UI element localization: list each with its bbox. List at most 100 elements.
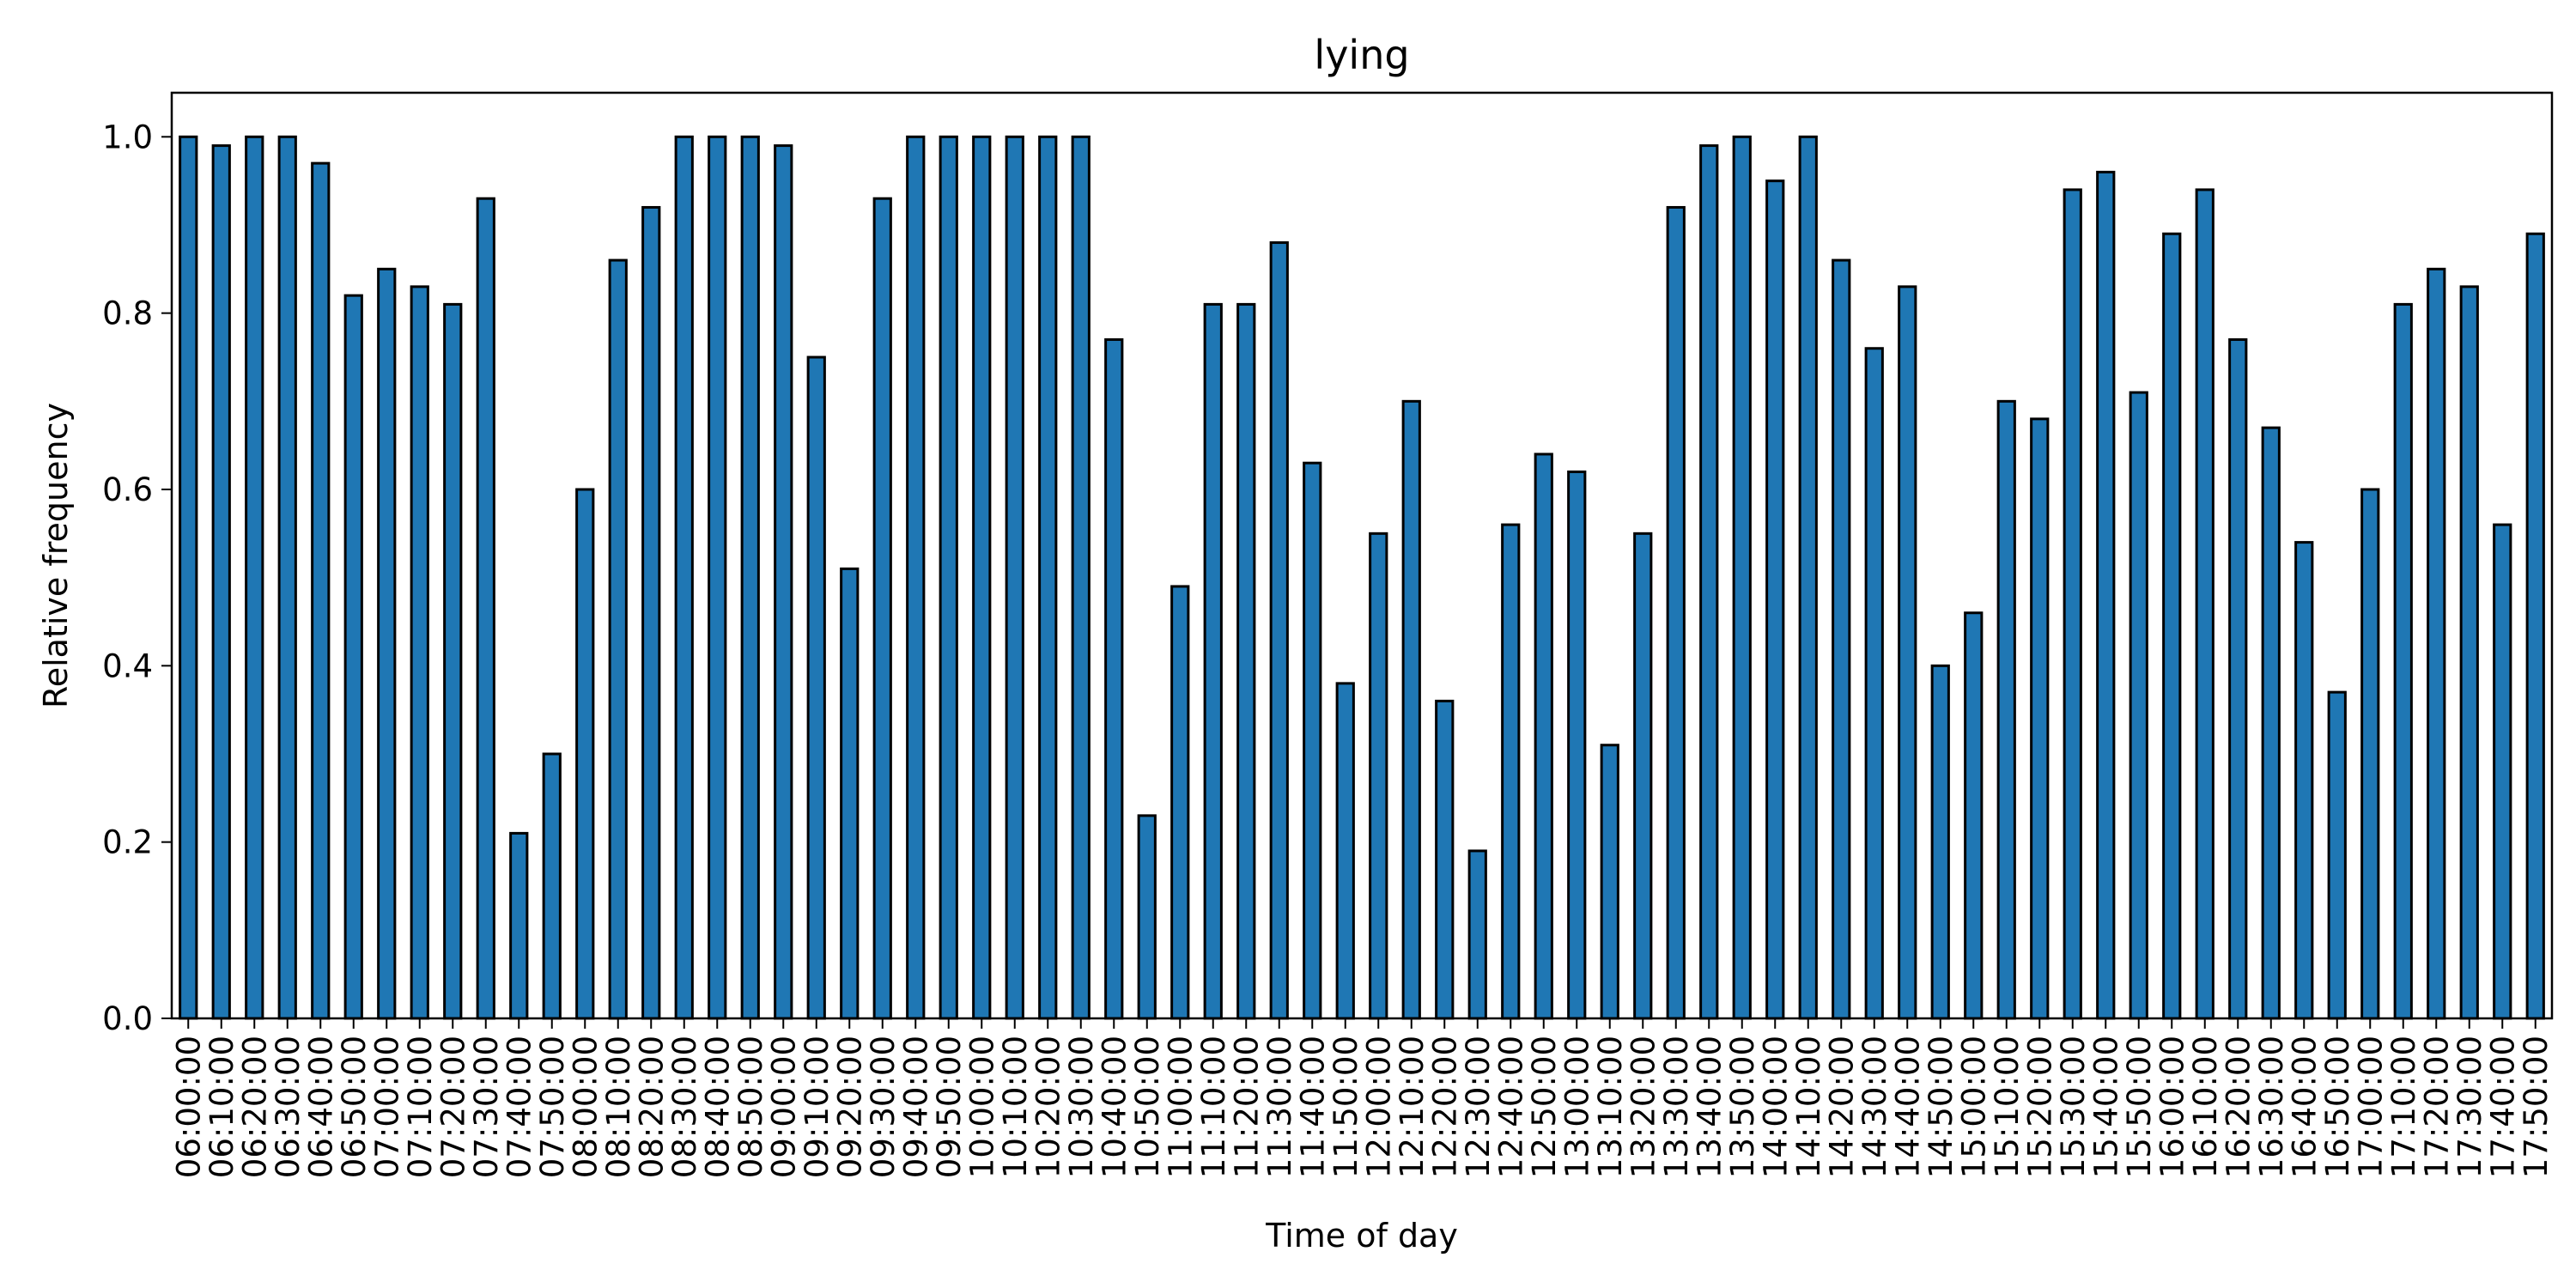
- x-tick-label: 15:00:00: [1955, 1036, 1992, 1178]
- x-tick-label: 12:50:00: [1526, 1036, 1563, 1178]
- bar-17:10:00: [2393, 302, 2413, 1020]
- x-tick-label: 14:40:00: [1889, 1036, 1926, 1178]
- bar-10:50:00: [1137, 814, 1157, 1020]
- x-tick-label: 13:00:00: [1558, 1036, 1595, 1178]
- bar-16:40:00: [2294, 541, 2314, 1020]
- x-tick-label: 07:10:00: [402, 1036, 439, 1178]
- x-tick-label: 09:10:00: [799, 1036, 835, 1178]
- y-tick-label: 0.0: [102, 1000, 153, 1037]
- y-tick-label: 0.2: [102, 824, 153, 861]
- bar-14:30:00: [1864, 347, 1884, 1020]
- x-tick-label: 15:10:00: [1989, 1036, 2026, 1178]
- x-tick-label: 10:10:00: [997, 1036, 1034, 1178]
- bar-13:30:00: [1666, 205, 1686, 1020]
- bar-15:40:00: [2096, 170, 2116, 1020]
- x-tick-label: 17:00:00: [2352, 1036, 2389, 1178]
- bar-16:00:00: [2162, 232, 2182, 1020]
- bar-08:10:00: [608, 258, 628, 1020]
- x-tick-label: 06:10:00: [204, 1036, 240, 1178]
- bar-07:00:00: [377, 267, 397, 1020]
- bar-13:50:00: [1732, 135, 1752, 1020]
- x-tick-label: 11:00:00: [1162, 1036, 1199, 1178]
- x-tick-label: 06:50:00: [336, 1036, 373, 1178]
- x-tick-label: 14:00:00: [1757, 1036, 1794, 1178]
- bar-12:40:00: [1501, 523, 1521, 1020]
- x-tick-label: 07:30:00: [468, 1036, 505, 1178]
- bar-07:30:00: [476, 197, 495, 1020]
- x-tick-label: 08:30:00: [666, 1036, 703, 1178]
- bar-10:10:00: [1005, 135, 1024, 1020]
- bars-group: [179, 135, 2545, 1020]
- x-tick-label: 07:50:00: [534, 1036, 571, 1178]
- x-tick-label: 17:30:00: [2451, 1036, 2488, 1178]
- x-tick-label: 14:20:00: [1823, 1036, 1860, 1178]
- bar-09:50:00: [939, 135, 958, 1020]
- bar-12:00:00: [1369, 532, 1388, 1020]
- x-tick-label: 16:50:00: [2319, 1036, 2356, 1178]
- plot-frame: [170, 91, 2554, 1020]
- x-tick-label: 17:20:00: [2418, 1036, 2455, 1178]
- bar-15:20:00: [2030, 417, 2050, 1020]
- x-tick-label: 12:20:00: [1426, 1036, 1463, 1178]
- bar-11:40:00: [1303, 461, 1322, 1020]
- x-tick-label: 16:40:00: [2286, 1036, 2323, 1178]
- bar-17:40:00: [2493, 523, 2512, 1020]
- bar-06:00:00: [179, 135, 198, 1020]
- x-tick-label: 17:40:00: [2484, 1036, 2521, 1178]
- bar-08:30:00: [674, 135, 694, 1020]
- x-tick-label: 17:50:00: [2518, 1036, 2555, 1178]
- bar-16:20:00: [2228, 337, 2248, 1020]
- x-tick-label: 12:00:00: [1360, 1036, 1397, 1178]
- x-tick-label: 10:40:00: [1096, 1036, 1133, 1178]
- bar-12:50:00: [1534, 453, 1553, 1020]
- bar-14:00:00: [1765, 179, 1785, 1020]
- x-tick-label: 13:30:00: [1658, 1036, 1695, 1178]
- bar-17:30:00: [2459, 285, 2479, 1020]
- bar-11:30:00: [1269, 241, 1289, 1020]
- x-tick-label: 09:40:00: [897, 1036, 934, 1178]
- bar-13:10:00: [1600, 744, 1619, 1020]
- x-tick-label: 09:00:00: [765, 1036, 802, 1178]
- bar-16:30:00: [2261, 426, 2281, 1020]
- bar-16:10:00: [2195, 188, 2215, 1020]
- x-tick-label: 07:00:00: [368, 1036, 405, 1178]
- bar-14:20:00: [1832, 258, 1851, 1020]
- x-tick-label: 16:10:00: [2187, 1036, 2224, 1178]
- bar-09:00:00: [774, 144, 793, 1020]
- x-tick-label: 11:20:00: [1228, 1036, 1265, 1178]
- bar-10:00:00: [972, 135, 992, 1020]
- x-tick-label: 13:10:00: [1592, 1036, 1629, 1178]
- x-tick-label: 15:50:00: [2121, 1036, 2158, 1178]
- x-tick-label: 12:10:00: [1394, 1036, 1431, 1178]
- x-tick-label: 08:50:00: [732, 1036, 769, 1178]
- x-tick-label: 06:40:00: [302, 1036, 339, 1178]
- x-tick-label: 15:40:00: [2087, 1036, 2124, 1178]
- x-tick-label: 14:50:00: [1923, 1036, 1959, 1178]
- bar-07:50:00: [542, 752, 562, 1020]
- x-tick-label: 12:30:00: [1460, 1036, 1497, 1178]
- bar-06:50:00: [343, 294, 363, 1020]
- bar-09:20:00: [840, 567, 860, 1020]
- bar-15:50:00: [2129, 391, 2148, 1020]
- x-tick-label: 06:20:00: [236, 1036, 273, 1178]
- bar-12:30:00: [1467, 849, 1487, 1020]
- bar-11:20:00: [1236, 302, 1256, 1020]
- bar-17:20:00: [2427, 267, 2446, 1020]
- x-tick-label: 11:10:00: [1195, 1036, 1232, 1178]
- bar-11:00:00: [1170, 585, 1190, 1020]
- x-tick-label: 16:20:00: [2220, 1036, 2257, 1178]
- bar-07:40:00: [509, 831, 529, 1020]
- x-tick-label: 08:00:00: [567, 1036, 604, 1178]
- bar-11:10:00: [1203, 302, 1223, 1020]
- bar-13:20:00: [1633, 532, 1653, 1020]
- x-tick-label: 10:30:00: [1063, 1036, 1100, 1178]
- bar-09:10:00: [806, 355, 826, 1020]
- x-tick-label: 08:40:00: [699, 1036, 736, 1178]
- bar-08:40:00: [708, 135, 727, 1020]
- bar-08:20:00: [641, 205, 661, 1020]
- bar-17:00:00: [2360, 488, 2380, 1020]
- bar-06:20:00: [245, 135, 264, 1020]
- x-tick-label: 11:50:00: [1327, 1036, 1364, 1178]
- bar-09:30:00: [872, 197, 892, 1020]
